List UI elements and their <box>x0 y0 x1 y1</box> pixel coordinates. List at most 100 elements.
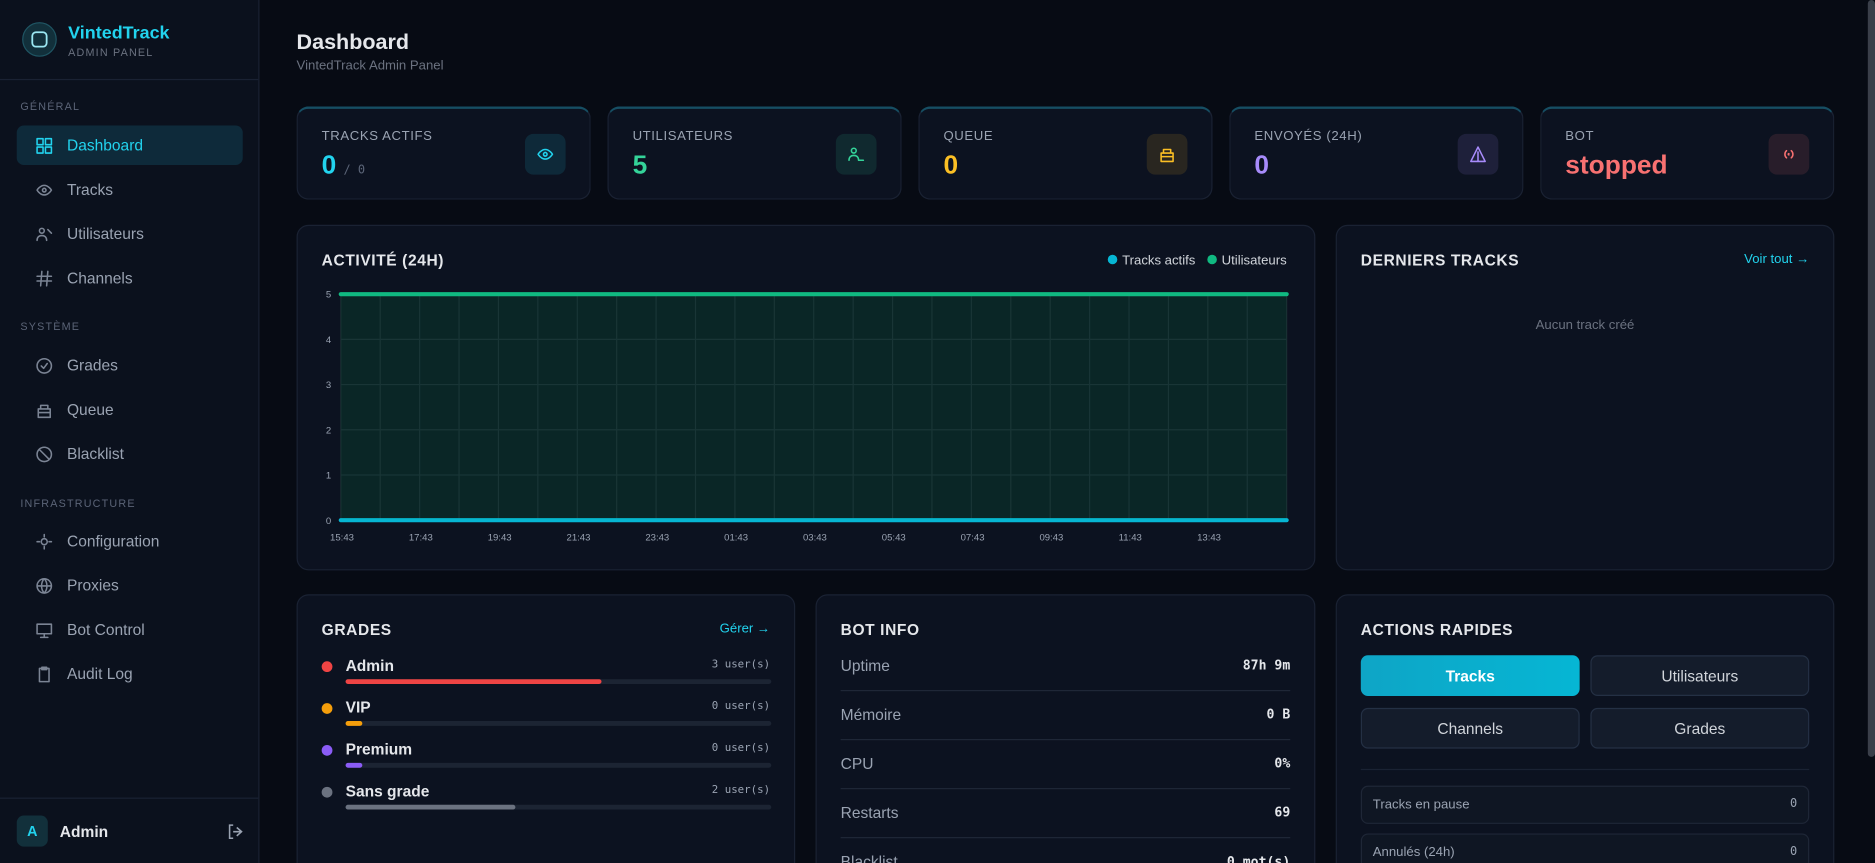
action-stat: Annulés (24h) 0 <box>1360 833 1810 863</box>
x-tick-label: 17:43 <box>409 532 433 543</box>
stat-value: 5 <box>633 149 648 180</box>
stat-number: 0 <box>943 149 959 180</box>
x-tick-label: 21:43 <box>567 532 591 543</box>
nav-item[interactable]: Channels <box>17 258 243 297</box>
info-value: 0 B <box>1266 706 1291 723</box>
divider <box>840 837 1291 839</box>
grade-name: Admin <box>345 656 394 675</box>
stat-card: BOT stopped <box>1540 106 1835 200</box>
nav-label: Proxies <box>66 576 119 595</box>
action-button[interactable]: Utilisateurs <box>1590 655 1810 696</box>
nav-item[interactable]: Utilisateurs <box>17 214 243 253</box>
info-label: Restarts <box>840 803 899 822</box>
legend-dot <box>1207 254 1217 265</box>
icon <box>36 357 53 374</box>
icon <box>36 227 53 241</box>
action-stat: Tracks en pause 0 <box>1360 785 1810 824</box>
action-button[interactable]: Grades <box>1590 707 1810 749</box>
x-tick-label: 11:43 <box>1119 532 1142 543</box>
nav-label: Dashboard <box>66 136 144 155</box>
stat-label: QUEUE <box>943 129 994 144</box>
divider <box>0 78 259 81</box>
scrollbar[interactable] <box>1867 0 1875 757</box>
info-value: 0 mot(s) <box>1226 853 1291 863</box>
grade-count: 2 user(s) <box>711 784 771 797</box>
y-tick-label: 0 <box>326 516 331 527</box>
nav-item[interactable]: Bot Control <box>17 610 243 649</box>
activity-chart: Utilisateurs Tracks actifs 0 1 2 3 4 5 15:43 17:4… <box>326 252 1289 543</box>
icon <box>38 665 50 682</box>
card-title: ACTIONS RAPIDES <box>1360 620 1514 639</box>
link[interactable]: Voir tout → <box>1744 252 1810 267</box>
grade-bar <box>345 721 363 726</box>
icon <box>37 403 52 418</box>
action-button[interactable]: Tracks <box>1360 655 1580 696</box>
link[interactable]: Gérer → <box>719 621 771 637</box>
grade-dot <box>321 744 333 756</box>
action-button[interactable]: Channels <box>1360 707 1580 749</box>
grade-count: 0 user(s) <box>711 742 771 755</box>
stat-icon <box>1457 133 1499 175</box>
user-name: Admin <box>59 822 109 841</box>
grade-track <box>345 804 772 810</box>
stat-icon <box>1768 133 1810 175</box>
nav-label: Configuration <box>66 532 160 551</box>
stat-value: stopped <box>1565 149 1667 180</box>
nav-item[interactable]: Queue <box>17 390 243 429</box>
activity-card: ACTIVITÉ (24H) Utilisateurs Tracks actifs… <box>296 224 1316 571</box>
grade-track <box>345 721 772 726</box>
logo <box>22 22 57 57</box>
x-tick-label: 13:43 <box>1197 532 1221 543</box>
icon <box>1160 148 1174 163</box>
stat-value: 0 <box>1790 845 1798 859</box>
grade-track <box>345 679 772 684</box>
grade-name: Premium <box>345 740 413 759</box>
legend-label: Utilisateurs <box>1222 252 1287 267</box>
stat-icon <box>524 133 566 175</box>
nav-item[interactable]: Tracks <box>17 170 243 209</box>
stat-card: QUEUE 0 <box>918 106 1213 200</box>
nav-item[interactable]: Audit Log <box>17 654 243 693</box>
grade-dot <box>321 786 333 798</box>
x-tick-label: 23:43 <box>645 532 669 543</box>
info-value: 0% <box>1274 755 1291 772</box>
stat-label: UTILISATEURS <box>632 129 734 144</box>
nav-item[interactable]: Configuration <box>17 521 243 560</box>
nav-label: Tracks <box>66 180 114 199</box>
empty-state: Aucun track créé <box>1535 318 1635 333</box>
y-tick-label: 1 <box>326 471 331 482</box>
card-title: DERNIERS TRACKS <box>1360 251 1520 270</box>
x-tick-label: 09:43 <box>1039 532 1063 543</box>
icon <box>537 148 554 160</box>
icon <box>36 445 53 462</box>
grade-bar <box>345 804 516 810</box>
recent-card: DERNIERS TRACKS Voir tout → Aucun track … <box>1335 224 1835 571</box>
grade-bar <box>345 762 363 768</box>
actions-card: ACTIONS RAPIDES Tracks Utilisateurs Channe… <box>1335 594 1835 863</box>
divider <box>840 738 1291 741</box>
x-tick-label: 07:43 <box>961 532 985 543</box>
info-label: Blacklist <box>840 852 898 863</box>
nav-item[interactable]: Grades <box>17 346 243 385</box>
divider <box>0 797 259 799</box>
stat-number: stopped <box>1565 149 1668 180</box>
stat-number: 0 <box>1254 149 1270 180</box>
bot-info-card: BOT INFO Uptime 87h 9m Mémoire 0 B CPU 0% Rest… <box>815 594 1316 863</box>
stat-label: BOT <box>1565 129 1595 144</box>
nav-label: Bot Control <box>66 620 145 639</box>
logout[interactable] <box>227 824 243 840</box>
grade-count: 3 user(s) <box>711 658 771 671</box>
stat-label: Tracks en pause <box>1372 797 1470 812</box>
grade-count: 0 user(s) <box>711 700 771 713</box>
nav-item[interactable]: Dashboard <box>16 125 243 166</box>
nav-item[interactable]: Proxies <box>17 566 243 605</box>
brand-subtitle: ADMIN PANEL <box>68 46 154 59</box>
stat-value: 0 / 0 <box>322 149 365 180</box>
icon <box>36 137 53 154</box>
x-tick-label: 19:43 <box>488 532 512 543</box>
stat-card: UTILISATEURS 5 <box>607 106 902 200</box>
nav-item[interactable]: Blacklist <box>17 434 243 473</box>
stat-value: 0 <box>943 149 958 180</box>
